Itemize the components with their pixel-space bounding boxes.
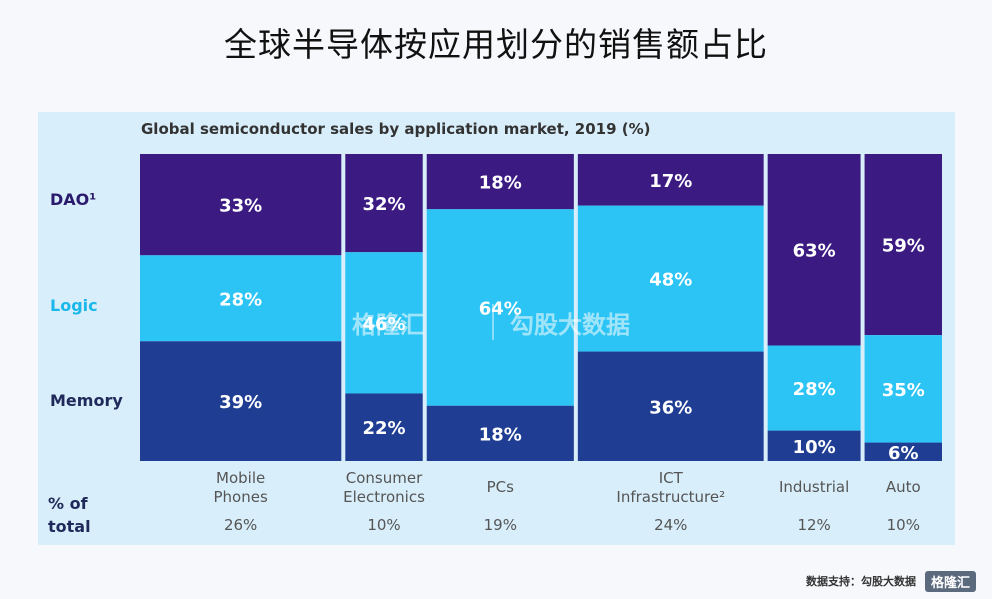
row-label-dao: DAO¹	[50, 190, 97, 209]
data-label-dao-3: 17%	[649, 171, 692, 192]
share-label-0: 26%	[224, 516, 257, 534]
row-label-logic: Logic	[50, 296, 98, 315]
total-label-line-2: total	[48, 517, 91, 536]
category-label-2-0: PCs	[487, 478, 515, 496]
data-label-memory-5: 6%	[888, 443, 919, 464]
data-label-dao-1: 32%	[362, 194, 405, 215]
category-label-1-0: Consumer	[346, 469, 423, 487]
segment-dao-3	[577, 154, 764, 206]
segment-memory-0	[140, 341, 342, 461]
data-label-logic-0: 28%	[219, 289, 262, 310]
segment-dao-0	[140, 154, 342, 256]
watermark-separator	[492, 304, 494, 340]
data-label-dao-4: 63%	[793, 241, 836, 262]
data-label-memory-2: 18%	[479, 424, 522, 445]
footer-logo: 格隆汇	[925, 571, 977, 592]
watermark-brand: 勾股大数据	[510, 311, 630, 339]
segment-dao-4	[767, 154, 861, 346]
data-label-logic-3: 48%	[649, 270, 692, 291]
segment-logic-0	[140, 255, 342, 342]
category-label-3-1: Infrastructure²	[616, 488, 725, 506]
data-label-memory-3: 36%	[649, 397, 692, 418]
share-label-3: 24%	[654, 516, 687, 534]
data-label-logic-4: 28%	[793, 379, 836, 400]
data-label-memory-0: 39%	[219, 392, 262, 413]
segment-logic-5	[864, 335, 942, 443]
segment-dao-5	[864, 154, 942, 336]
segment-memory-4	[767, 430, 861, 461]
data-label-memory-4: 10%	[793, 437, 836, 458]
segment-dao-2	[426, 154, 574, 210]
data-label-dao-2: 18%	[479, 173, 522, 194]
segment-logic-3	[577, 205, 764, 352]
chart-title: Global semiconductor sales by applicatio…	[141, 120, 651, 138]
total-label-line-1: % of	[48, 494, 88, 513]
category-label-0-0: Mobile	[216, 469, 265, 487]
data-label-logic-5: 35%	[882, 380, 925, 401]
category-label-1-1: Electronics	[343, 488, 425, 506]
share-label-2: 19%	[484, 516, 517, 534]
data-label-logic-2: 64%	[479, 299, 522, 320]
data-label-memory-1: 22%	[362, 418, 405, 439]
segment-memory-5	[864, 442, 942, 461]
total-label: % of total	[48, 492, 91, 538]
data-label-dao-5: 59%	[882, 236, 925, 257]
data-label-logic-1: 46%	[362, 314, 405, 335]
segment-logic-4	[767, 345, 861, 431]
share-label-4: 12%	[797, 516, 830, 534]
share-label-5: 10%	[887, 516, 920, 534]
segment-logic-2	[426, 209, 574, 406]
segment-logic-1	[345, 252, 423, 394]
watermark-logo: 格隆汇	[352, 311, 424, 339]
segment-memory-2	[426, 405, 574, 461]
share-label-1: 10%	[367, 516, 400, 534]
segment-dao-1	[345, 154, 423, 253]
category-label-3-0: ICT	[659, 469, 684, 487]
category-label-0-1: Phones	[214, 488, 268, 506]
page-title: 全球半导体按应用划分的销售额占比	[224, 25, 768, 64]
category-label-5-0: Auto	[886, 478, 921, 496]
row-label-memory: Memory	[50, 391, 123, 410]
segment-memory-1	[345, 393, 423, 461]
source-note: 数据支持：勾股大数据	[806, 575, 916, 588]
category-label-4-0: Industrial	[779, 478, 849, 496]
segment-memory-3	[577, 351, 764, 461]
data-label-dao-0: 33%	[219, 196, 262, 217]
